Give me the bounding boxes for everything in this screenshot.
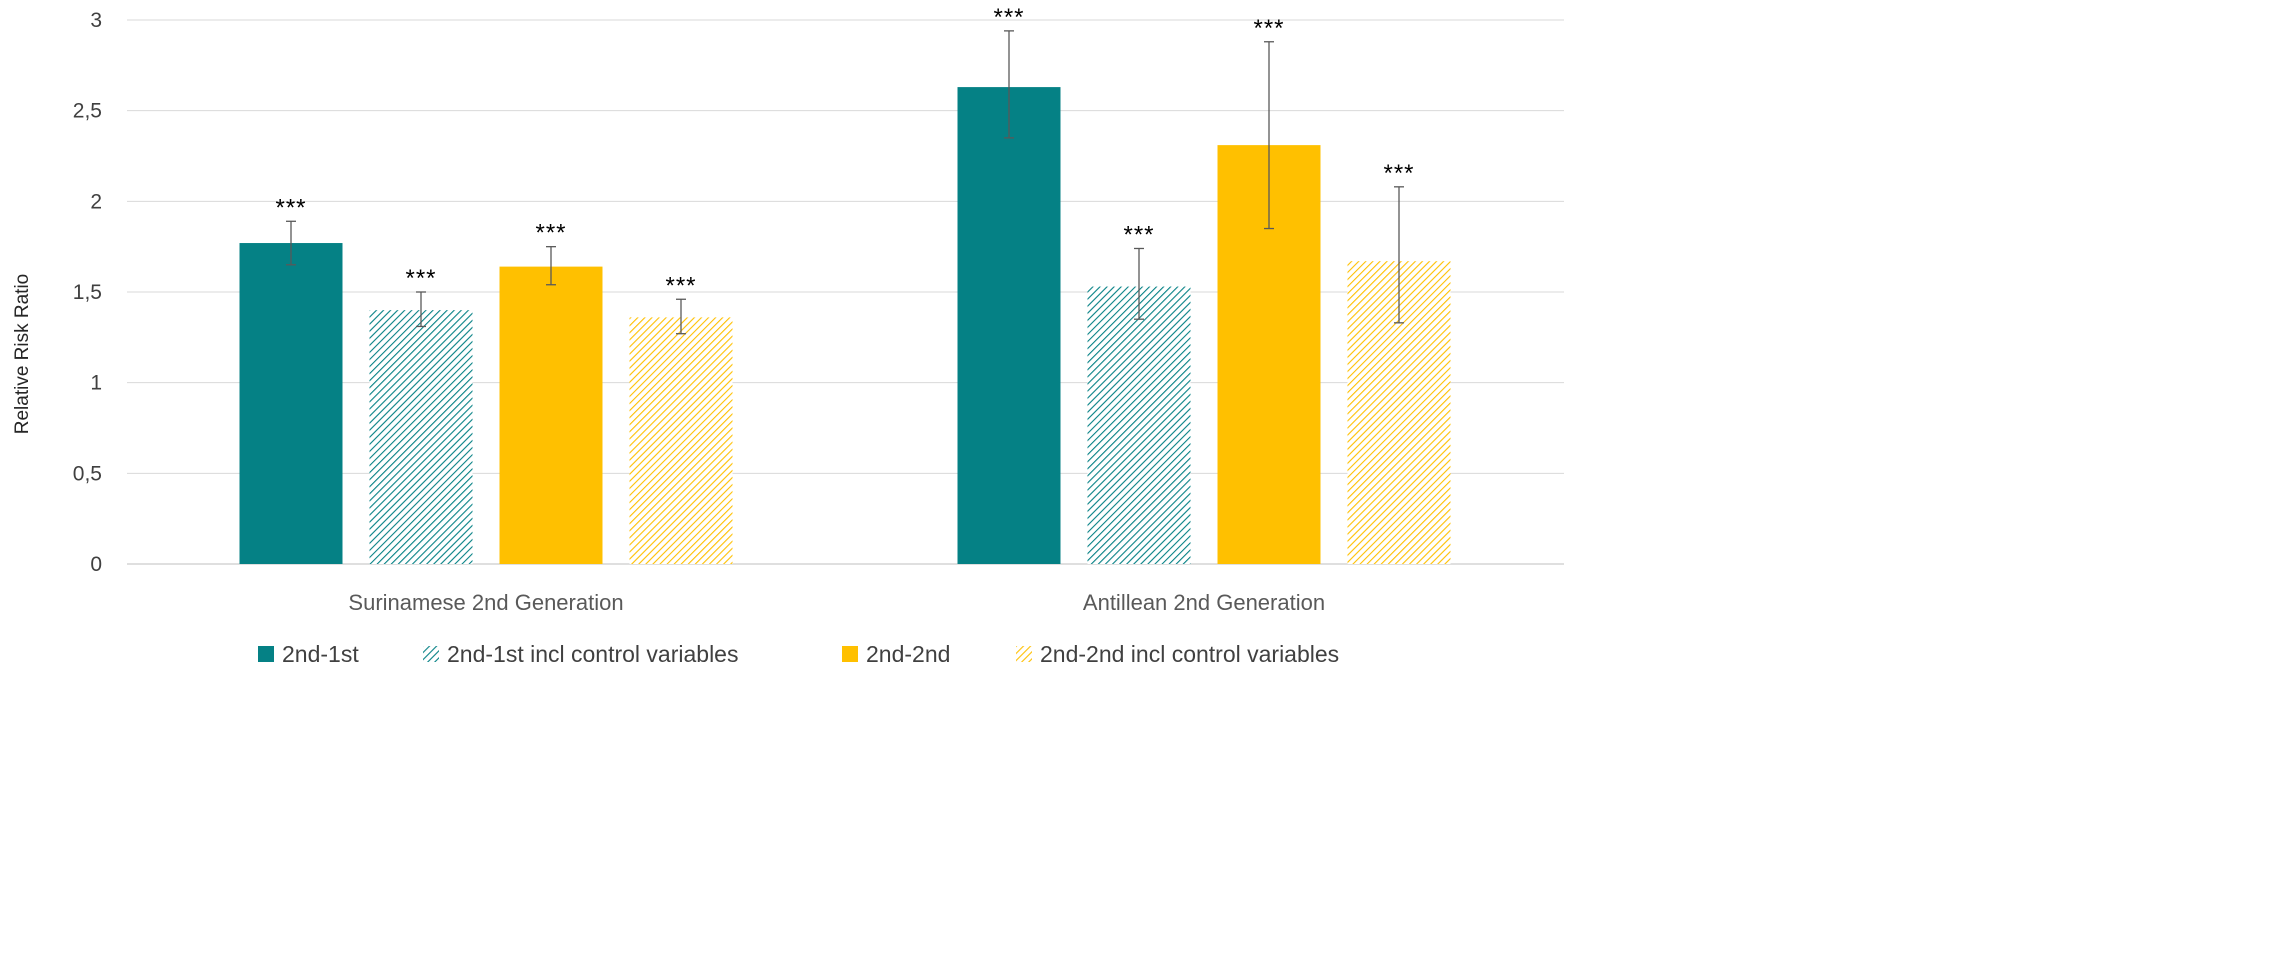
- bar-chart: 00,511,522,53 Relative Risk Ratio ******…: [12, 4, 1564, 667]
- y-tick-label: 1,5: [73, 281, 102, 304]
- x-category-label: Surinamese 2nd Generation: [348, 590, 623, 615]
- significance-label: ***: [1123, 221, 1154, 248]
- y-axis-ticks: 0 0,5 1 1,5 2 2,5 3: [73, 9, 102, 576]
- legend-swatch: [1016, 646, 1032, 662]
- bar: [239, 243, 343, 565]
- error-bar: [1264, 41, 1274, 230]
- y-tick-label: 2: [90, 190, 102, 213]
- y-tick-label: 2,5: [73, 100, 102, 123]
- legend: 2nd-1st 2nd-1st incl control variables 2nd…: [258, 641, 1339, 667]
- bars: [239, 87, 1451, 565]
- y-tick-label: 1: [90, 372, 102, 395]
- legend-swatch: [423, 646, 439, 662]
- x-category-label: Antillean 2nd Generation: [1083, 590, 1325, 615]
- gridlines: [127, 19, 1564, 565]
- significance-label: ***: [535, 220, 566, 247]
- error-bar: [286, 220, 296, 266]
- significance-label: ***: [993, 4, 1024, 31]
- legend-label: 2nd-1st: [282, 641, 359, 667]
- significance-label: ***: [1253, 15, 1284, 42]
- legend-swatch: [842, 646, 858, 662]
- error-bars: [286, 30, 1404, 335]
- legend-label: 2nd-2nd: [866, 641, 950, 667]
- bar: [629, 317, 733, 564]
- error-bar: [1004, 30, 1014, 139]
- bar: [1087, 286, 1191, 564]
- error-bar: [1134, 247, 1144, 320]
- y-axis-title: Relative Risk Ratio: [12, 274, 33, 435]
- significance-label: ***: [1383, 160, 1414, 187]
- legend-swatch: [258, 646, 274, 662]
- significance-label: ***: [275, 194, 306, 221]
- significance-label: ***: [665, 272, 696, 299]
- x-axis-categories: Surinamese 2nd Generation Antillean 2nd G…: [348, 590, 1325, 615]
- y-tick-label: 0,5: [73, 462, 102, 485]
- significance-labels: *** *** *** *** *** *** *** ***: [275, 4, 1414, 299]
- y-tick-label: 3: [90, 9, 102, 32]
- bar: [957, 87, 1061, 565]
- bar: [369, 310, 473, 564]
- y-tick-label: 0: [90, 553, 102, 576]
- legend-label: 2nd-1st incl control variables: [447, 641, 738, 667]
- error-bar: [676, 298, 686, 335]
- error-bar: [1394, 186, 1404, 324]
- significance-label: ***: [405, 265, 436, 292]
- legend-label: 2nd-2nd incl control variables: [1040, 641, 1339, 667]
- error-bar: [416, 291, 426, 328]
- bar: [499, 266, 603, 564]
- error-bar: [546, 246, 556, 286]
